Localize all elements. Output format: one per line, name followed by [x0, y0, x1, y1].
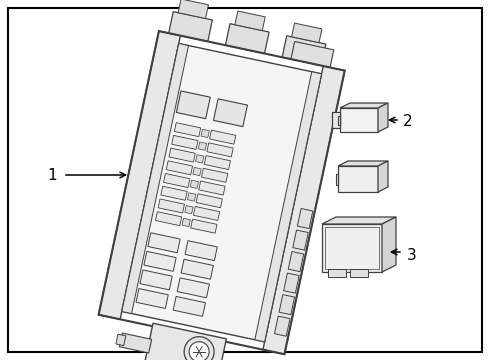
Polygon shape: [198, 142, 207, 150]
Polygon shape: [169, 12, 212, 41]
Polygon shape: [144, 251, 176, 271]
Polygon shape: [122, 44, 321, 342]
Polygon shape: [338, 166, 378, 192]
Polygon shape: [214, 99, 247, 127]
Polygon shape: [201, 168, 228, 182]
Polygon shape: [136, 289, 168, 309]
Polygon shape: [288, 252, 304, 272]
Polygon shape: [336, 174, 338, 185]
Polygon shape: [263, 66, 345, 354]
Polygon shape: [340, 103, 388, 108]
Polygon shape: [199, 181, 225, 195]
Polygon shape: [188, 193, 196, 201]
Polygon shape: [8, 8, 482, 352]
Polygon shape: [148, 233, 180, 253]
Polygon shape: [338, 161, 388, 166]
Polygon shape: [274, 316, 290, 336]
Polygon shape: [145, 323, 226, 360]
Polygon shape: [181, 259, 213, 279]
Polygon shape: [185, 241, 217, 261]
Polygon shape: [291, 41, 334, 67]
Polygon shape: [176, 91, 210, 119]
Polygon shape: [166, 161, 193, 175]
Polygon shape: [350, 269, 368, 277]
Polygon shape: [196, 194, 222, 208]
Polygon shape: [282, 36, 326, 66]
Polygon shape: [194, 206, 220, 220]
Polygon shape: [193, 167, 201, 176]
Polygon shape: [140, 270, 172, 290]
Polygon shape: [177, 278, 209, 298]
Polygon shape: [196, 155, 204, 163]
Polygon shape: [279, 294, 294, 315]
Circle shape: [184, 337, 214, 360]
Polygon shape: [382, 217, 396, 272]
Polygon shape: [328, 269, 346, 277]
Polygon shape: [292, 23, 322, 42]
Polygon shape: [155, 212, 182, 226]
Polygon shape: [207, 143, 233, 157]
Polygon shape: [182, 218, 190, 226]
Polygon shape: [178, 0, 208, 18]
Polygon shape: [340, 108, 378, 132]
Polygon shape: [190, 180, 198, 188]
Polygon shape: [293, 230, 308, 250]
Polygon shape: [172, 135, 198, 149]
Polygon shape: [158, 199, 184, 213]
Polygon shape: [185, 206, 193, 214]
Polygon shape: [122, 44, 189, 314]
Polygon shape: [204, 156, 230, 170]
Polygon shape: [120, 333, 151, 353]
Text: 3: 3: [407, 248, 417, 262]
Polygon shape: [235, 11, 265, 31]
Polygon shape: [164, 174, 190, 188]
Polygon shape: [174, 123, 201, 137]
Polygon shape: [378, 161, 388, 192]
Polygon shape: [161, 186, 187, 200]
Polygon shape: [173, 296, 205, 316]
Polygon shape: [210, 130, 236, 144]
Polygon shape: [322, 217, 396, 224]
Polygon shape: [225, 24, 269, 54]
Polygon shape: [297, 208, 313, 229]
Polygon shape: [284, 273, 299, 293]
Polygon shape: [255, 72, 321, 342]
Polygon shape: [378, 103, 388, 132]
Polygon shape: [338, 116, 340, 125]
Text: 1: 1: [47, 167, 57, 183]
Polygon shape: [98, 31, 180, 319]
Polygon shape: [201, 129, 209, 138]
Polygon shape: [116, 334, 126, 346]
Polygon shape: [332, 112, 340, 128]
Circle shape: [189, 342, 209, 360]
Polygon shape: [169, 148, 196, 162]
Polygon shape: [191, 219, 217, 233]
Polygon shape: [322, 224, 382, 272]
Text: 2: 2: [403, 114, 413, 130]
